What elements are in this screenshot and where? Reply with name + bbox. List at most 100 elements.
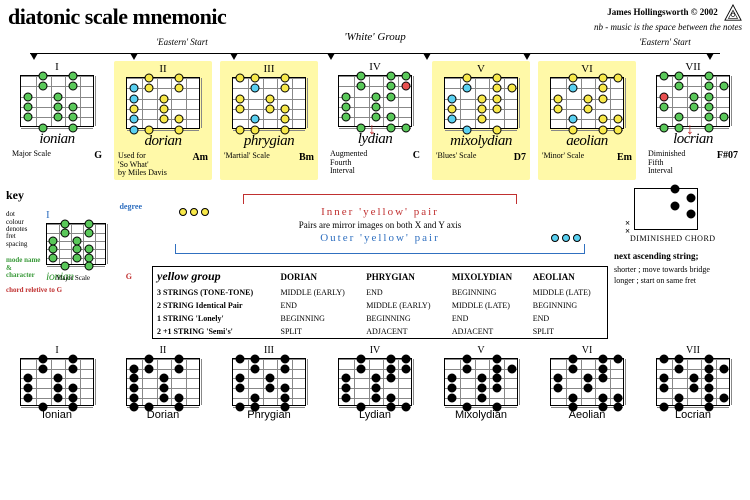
- fret-dot: [280, 125, 289, 134]
- roman-numeral: IV: [326, 345, 424, 356]
- mode-info: 'Minor' ScaleEm: [538, 152, 636, 163]
- fret-dot: [251, 355, 260, 364]
- fret-dot: [463, 364, 472, 373]
- fret-dot: [613, 73, 622, 82]
- fret-dot: [342, 374, 351, 383]
- fret-dot: [145, 355, 154, 364]
- fret-dot: [598, 94, 607, 103]
- fret-dot: [236, 104, 245, 113]
- fret-dot: [130, 104, 139, 113]
- fret-dot: [280, 383, 289, 392]
- fret-dot: [68, 113, 77, 122]
- fret-dot: [675, 123, 684, 132]
- shorter-label: shorter ; move towards bridge: [614, 265, 744, 274]
- fret-dot: [386, 355, 395, 364]
- fret-dot: [174, 393, 183, 402]
- fret-dot: [160, 94, 169, 103]
- fret-dot: [598, 73, 607, 82]
- mode-aeolian: VIaeolian'Minor' ScaleEm: [538, 61, 636, 180]
- fret-dot: [130, 374, 139, 383]
- roman-numeral: III: [220, 345, 318, 356]
- fret-dot: [24, 393, 33, 402]
- roman-numeral: VI: [538, 63, 636, 75]
- fret-dot: [401, 403, 410, 412]
- fret-dot: [492, 73, 501, 82]
- fret-dot: [280, 73, 289, 82]
- center-block: Inner 'yellow' pair Pairs are mirror ima…: [152, 188, 608, 339]
- bottom-mode-aeolian: VIAeolian: [538, 345, 636, 421]
- fret-dot: [54, 92, 63, 101]
- roman-numeral: VII: [644, 345, 742, 356]
- fret-dot: [690, 374, 699, 383]
- fret-dot: [448, 383, 457, 392]
- fret-dot: [719, 364, 728, 373]
- fret-dot: [613, 403, 622, 412]
- key-box: key degree dot colour denotes fret spaci…: [6, 188, 146, 339]
- fret-dot: [280, 104, 289, 113]
- fret-dot: [236, 125, 245, 134]
- fret-dot: [160, 393, 169, 402]
- fret-dot: [130, 383, 139, 392]
- mode-chord: C: [413, 150, 420, 176]
- fret-dot: [251, 115, 260, 124]
- fret-dot: [251, 125, 260, 134]
- fret-dot: [598, 355, 607, 364]
- fret-dot: [704, 71, 713, 80]
- fret-dot: [463, 73, 472, 82]
- key-chord-note: chord reletive to G: [6, 287, 62, 294]
- fret-dot: [687, 210, 696, 219]
- fret-dot: [39, 123, 48, 132]
- bottom-mode-locrian: VIILocrian: [644, 345, 742, 421]
- logo-icon: [724, 4, 742, 22]
- fret-dot: [554, 383, 563, 392]
- fret-dot: [174, 115, 183, 124]
- fret-dot: [24, 113, 33, 122]
- fret-dot: [68, 71, 77, 80]
- fret-dot: [280, 393, 289, 402]
- fret-dot: [174, 125, 183, 134]
- fret-dot: [569, 125, 578, 134]
- roman-numeral: VII: [644, 61, 742, 73]
- mode-name: dorian: [114, 133, 212, 150]
- mirror-text: Pairs are mirror images on both X and Y …: [152, 220, 608, 230]
- fret-dot: [660, 92, 669, 101]
- fret-dot: [280, 364, 289, 373]
- fretboard: [232, 77, 306, 129]
- fret-dot: [598, 374, 607, 383]
- fret-dot: [463, 84, 472, 93]
- fret-dot: [401, 71, 410, 80]
- fret-dot: [24, 102, 33, 111]
- fret-dot: [569, 73, 578, 82]
- fret-dot: [690, 102, 699, 111]
- mode-locrian: VIIlocrianDiminished Fifth IntervalF#07↓: [644, 61, 742, 180]
- table-row: 3 STRINGS (TONE-TONE)MIDDLE (EARLY)ENDBE…: [153, 286, 607, 299]
- fret-dot: [130, 84, 139, 93]
- fret-dot: [85, 262, 94, 271]
- fret-dot: [130, 364, 139, 373]
- key-dot-note: dot colour denotes fret spacing: [6, 211, 38, 248]
- fret-dot: [342, 113, 351, 122]
- fret-dot: [675, 403, 684, 412]
- table-cell: 2 STRING Identical Pair: [153, 299, 277, 312]
- roman-numeral: II: [114, 63, 212, 75]
- fret-dot: [448, 104, 457, 113]
- fret-dot: [478, 383, 487, 392]
- fretboard: [232, 358, 306, 406]
- fretboard: [126, 358, 200, 406]
- fret-dot: [68, 383, 77, 392]
- fret-dot: [598, 364, 607, 373]
- fret-dot: [690, 383, 699, 392]
- fret-dot: [598, 403, 607, 412]
- fret-dot: [24, 374, 33, 383]
- fret-dot: [584, 104, 593, 113]
- fret-dot: [660, 102, 669, 111]
- fret-dot: [386, 71, 395, 80]
- fretboard: [20, 75, 94, 127]
- mode-chord: F#07: [717, 150, 738, 176]
- fret-dot: [463, 403, 472, 412]
- fretboard: [126, 77, 200, 129]
- mode-chord: Em: [617, 152, 632, 163]
- fret-dot: [569, 393, 578, 402]
- mode-desc: Augmented Fourth Interval: [330, 150, 367, 176]
- mode-chord: Am: [192, 152, 208, 178]
